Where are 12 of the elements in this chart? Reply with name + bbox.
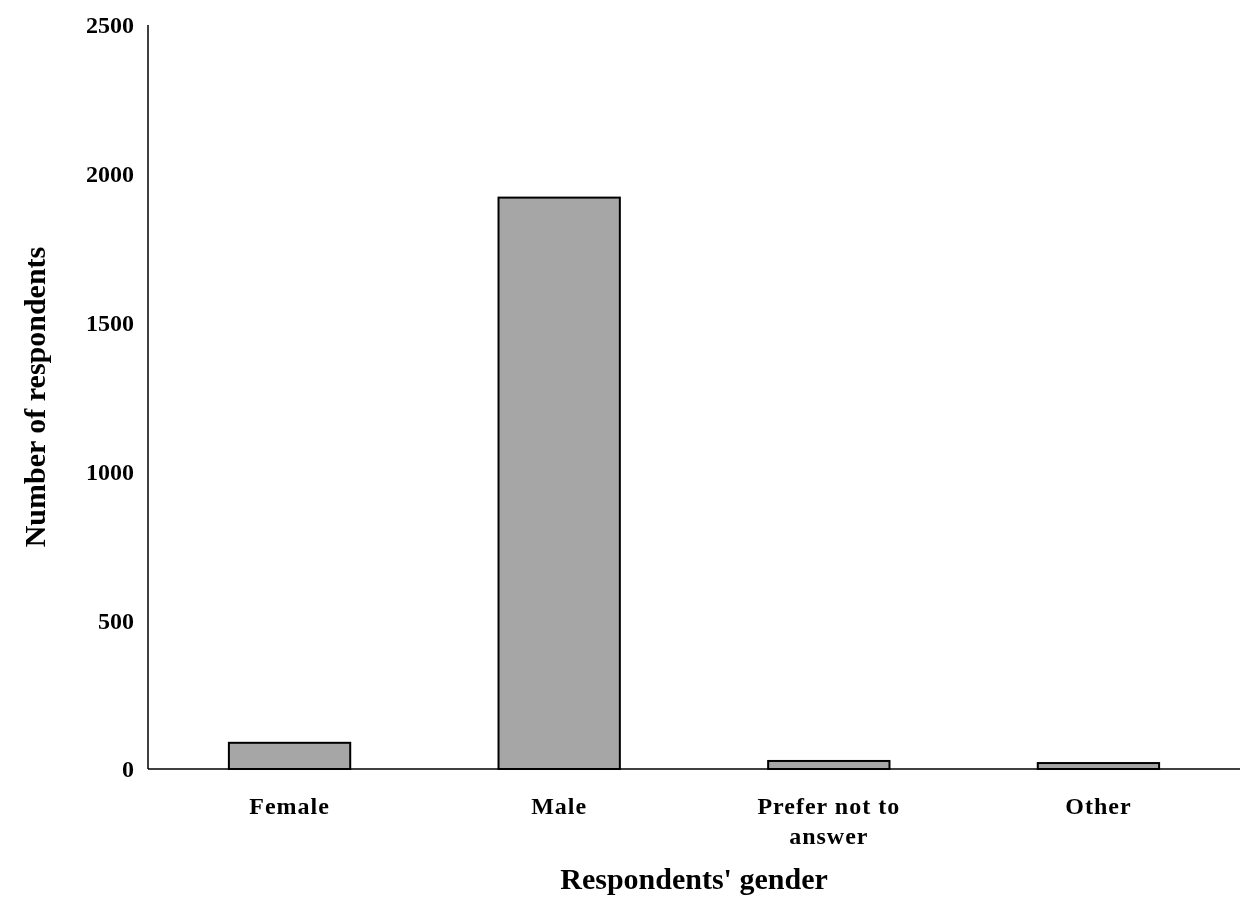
y-tick-label: 2000 xyxy=(86,161,134,188)
x-tick-label: Prefer not to answer xyxy=(757,793,901,849)
y-tick-label: 500 xyxy=(98,607,134,634)
y-axis-title: Number of respondents xyxy=(18,246,51,548)
y-tick-label: 1500 xyxy=(86,310,134,336)
x-tick-label: Male xyxy=(531,793,588,819)
x-axis-title: Respondents' gender xyxy=(560,862,828,895)
y-tick-label: 0 xyxy=(122,756,134,783)
x-tick-label: Female xyxy=(249,793,330,819)
y-tick-label: 1000 xyxy=(86,458,134,485)
x-tick-label: Other xyxy=(1065,793,1132,819)
y-tick-label: 2500 xyxy=(86,12,134,39)
